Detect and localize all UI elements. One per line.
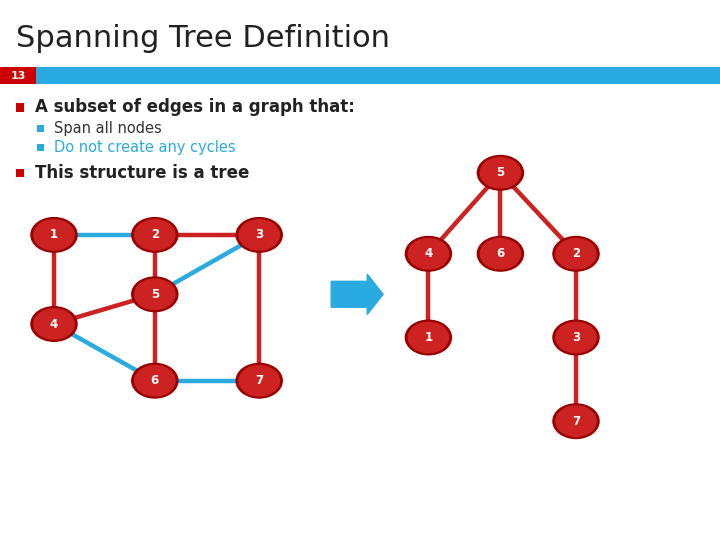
Circle shape — [408, 322, 449, 353]
Text: 1: 1 — [424, 331, 433, 344]
Text: Do not create any cycles: Do not create any cycles — [54, 140, 235, 155]
Text: A subset of edges in a graph that:: A subset of edges in a graph that: — [35, 98, 354, 117]
Circle shape — [135, 220, 175, 250]
Text: 2: 2 — [572, 247, 580, 260]
Text: 2: 2 — [150, 228, 159, 241]
Circle shape — [135, 279, 175, 309]
Bar — [0, 68, 36, 84]
Text: 4: 4 — [424, 247, 433, 260]
Bar — [16, 104, 24, 112]
Circle shape — [236, 218, 282, 252]
Text: 5: 5 — [150, 288, 159, 301]
Circle shape — [34, 220, 74, 250]
Text: 3: 3 — [572, 331, 580, 344]
Circle shape — [132, 218, 178, 252]
Circle shape — [239, 366, 279, 396]
Text: 4: 4 — [50, 318, 58, 330]
Circle shape — [553, 404, 599, 438]
Text: This structure is a tree: This structure is a tree — [35, 164, 249, 182]
Text: 7: 7 — [255, 374, 264, 387]
Text: 7: 7 — [572, 415, 580, 428]
Circle shape — [553, 237, 599, 271]
Circle shape — [553, 320, 599, 355]
Text: Spanning Tree Definition: Spanning Tree Definition — [16, 24, 390, 53]
Circle shape — [480, 158, 521, 188]
Circle shape — [132, 277, 178, 312]
Text: 5: 5 — [496, 166, 505, 179]
Text: 6: 6 — [150, 374, 159, 387]
Bar — [0, 68, 720, 84]
Circle shape — [135, 366, 175, 396]
Circle shape — [132, 363, 178, 398]
Circle shape — [31, 307, 77, 341]
Circle shape — [480, 239, 521, 269]
Bar — [37, 125, 44, 132]
Circle shape — [477, 156, 523, 190]
Circle shape — [477, 237, 523, 271]
Text: 3: 3 — [255, 228, 264, 241]
Bar — [16, 169, 24, 177]
Text: Span all nodes: Span all nodes — [54, 121, 162, 136]
Circle shape — [556, 322, 596, 353]
Bar — [37, 144, 44, 151]
Circle shape — [408, 239, 449, 269]
Circle shape — [31, 218, 77, 252]
Text: 13: 13 — [10, 71, 26, 80]
Circle shape — [405, 320, 451, 355]
FancyArrow shape — [331, 274, 383, 314]
Circle shape — [556, 239, 596, 269]
Circle shape — [239, 220, 279, 250]
Circle shape — [556, 406, 596, 436]
Circle shape — [236, 363, 282, 398]
Circle shape — [405, 237, 451, 271]
Text: 1: 1 — [50, 228, 58, 241]
Text: 6: 6 — [496, 247, 505, 260]
Circle shape — [34, 309, 74, 339]
